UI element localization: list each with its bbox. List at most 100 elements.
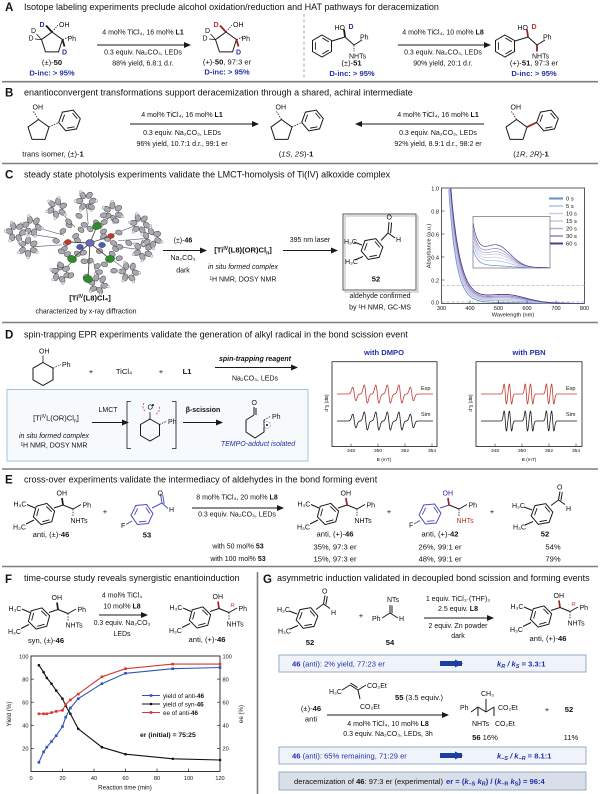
svg-text:CH₃: CH₃ bbox=[481, 691, 494, 698]
svg-text:Na₂CO₃: Na₂CO₃ bbox=[170, 255, 195, 262]
svg-text:(1R, 2R)-1: (1R, 2R)-1 bbox=[513, 150, 549, 159]
svg-text:anti, (+)-42: anti, (+)-42 bbox=[422, 530, 459, 539]
svg-text:D-inc: > 95%: D-inc: > 95% bbox=[329, 69, 375, 78]
svg-text:4 mol% TiCl₄, 16 mol% L1: 4 mol% TiCl₄, 16 mol% L1 bbox=[397, 112, 479, 119]
svg-text:48%, 99:1 er: 48%, 99:1 er bbox=[418, 555, 462, 564]
svg-text:by ¹H NMR, GC-MS: by ¹H NMR, GC-MS bbox=[349, 305, 411, 312]
svg-text:yield of anti-46: yield of anti-46 bbox=[163, 693, 204, 700]
svg-text:0.3 equiv. Na₂CO₃, LEDs, 3h: 0.3 equiv. Na₂CO₃, LEDs, 3h bbox=[343, 731, 433, 738]
svg-text:H: H bbox=[331, 610, 336, 617]
svg-text:0.3 equiv. Na₂CO₃, LEDs: 0.3 equiv. Na₂CO₃, LEDs bbox=[143, 130, 221, 137]
svg-text:600: 600 bbox=[522, 306, 531, 312]
svg-text:anti, (±)-46: anti, (±)-46 bbox=[33, 530, 70, 539]
svg-text:¹H NMR, DOSY NMR: ¹H NMR, DOSY NMR bbox=[210, 277, 277, 284]
svg-text:26%, 99:1 er: 26%, 99:1 er bbox=[418, 543, 462, 552]
svg-text:Absorbance (a.u.): Absorbance (a.u.) bbox=[427, 224, 433, 269]
svg-text:k–S / k–R = 8.1:1: k–S / k–R = 8.1:1 bbox=[497, 752, 552, 763]
svg-text:D: D bbox=[214, 22, 219, 29]
svg-text:H₃C: H₃C bbox=[345, 259, 358, 266]
svg-text:in situ formed complex: in situ formed complex bbox=[208, 264, 279, 271]
svg-text:syn, (±)-46: syn, (±)-46 bbox=[28, 636, 64, 645]
svg-text:H₃C: H₃C bbox=[277, 607, 290, 614]
svg-text:H₃C: H₃C bbox=[329, 689, 342, 696]
svg-text:OH: OH bbox=[276, 105, 287, 112]
svg-text:92% yield, 8.9:1 d.r., 98:2 er: 92% yield, 8.9:1 d.r., 98:2 er bbox=[394, 141, 482, 148]
svg-text:H₃C: H₃C bbox=[512, 503, 525, 510]
svg-text:56 16%: 56 16% bbox=[472, 733, 498, 742]
svg-text:R: R bbox=[231, 603, 235, 609]
svg-text:52: 52 bbox=[541, 530, 549, 539]
svg-text:OH: OH bbox=[341, 491, 352, 498]
svg-text:79%: 79% bbox=[545, 555, 560, 564]
svg-text:CO₂Et: CO₂Et bbox=[495, 721, 515, 728]
svg-text:TiCl₄: TiCl₄ bbox=[116, 367, 132, 376]
svg-text:0.8: 0.8 bbox=[431, 210, 439, 216]
svg-text:0.2: 0.2 bbox=[431, 279, 439, 285]
svg-text:55 (3.5 equiv.): 55 (3.5 equiv.) bbox=[395, 693, 443, 702]
svg-text:yield of syn-46: yield of syn-46 bbox=[163, 702, 204, 709]
svg-text:E: E bbox=[5, 475, 13, 487]
svg-text:15 s: 15 s bbox=[566, 219, 577, 225]
svg-text:350: 350 bbox=[374, 448, 382, 454]
svg-text:ee of anti-46: ee of anti-46 bbox=[163, 710, 199, 717]
svg-text:NHTs: NHTs bbox=[568, 621, 586, 628]
svg-text:spin-trapping EPR experiments: spin-trapping EPR experiments validate t… bbox=[24, 330, 408, 340]
svg-text:OH: OH bbox=[33, 105, 44, 112]
svg-text:1 equiv. TiCl₃·(THF)₃: 1 equiv. TiCl₃·(THF)₃ bbox=[426, 596, 490, 603]
svg-text:5 s: 5 s bbox=[566, 204, 574, 210]
svg-text:354: 354 bbox=[428, 448, 436, 454]
svg-text:+: + bbox=[490, 507, 495, 516]
svg-text:OH: OH bbox=[554, 593, 565, 600]
svg-text:D: D bbox=[5, 330, 13, 342]
svg-text:CO₂Et: CO₂Et bbox=[498, 705, 518, 712]
svg-text:spin-trapping reagent: spin-trapping reagent bbox=[219, 356, 292, 363]
svg-text:100: 100 bbox=[184, 776, 193, 782]
svg-text:0: 0 bbox=[29, 776, 32, 782]
svg-text:HO: HO bbox=[518, 25, 529, 32]
svg-text:enantioconvergent transformati: enantioconvergent transformations suppor… bbox=[24, 88, 413, 98]
svg-text:OH: OH bbox=[511, 105, 522, 112]
svg-text:D: D bbox=[203, 36, 208, 43]
svg-text:+: + bbox=[545, 705, 550, 714]
svg-text:F: F bbox=[409, 523, 413, 530]
svg-text:β-scission: β-scission bbox=[186, 407, 221, 414]
svg-text:Ph: Ph bbox=[239, 606, 248, 613]
svg-text:steady state photolysis experi: steady state photolysis experiments vali… bbox=[24, 170, 391, 180]
svg-text:anti, (+)-46: anti, (+)-46 bbox=[317, 530, 354, 539]
svg-text:D: D bbox=[236, 50, 241, 57]
svg-text:80: 80 bbox=[223, 677, 229, 683]
svg-text:88% yield, 6.8:1 d.r.: 88% yield, 6.8:1 d.r. bbox=[112, 61, 174, 68]
svg-text:D: D bbox=[532, 24, 537, 31]
svg-text:Yield (%): Yield (%) bbox=[6, 702, 13, 727]
svg-text:90% yield, 20:1 d.r.: 90% yield, 20:1 d.r. bbox=[413, 61, 473, 68]
svg-text:H₃C: H₃C bbox=[14, 502, 27, 509]
svg-text:+: + bbox=[387, 507, 392, 516]
svg-text:2 equiv. Zn powder: 2 equiv. Zn powder bbox=[428, 623, 488, 630]
svg-text:15%, 97:3 er: 15%, 97:3 er bbox=[313, 555, 357, 564]
svg-text:O: O bbox=[322, 589, 328, 596]
svg-text:Ph: Ph bbox=[242, 36, 251, 43]
svg-text:D: D bbox=[349, 24, 354, 31]
svg-text:54: 54 bbox=[386, 638, 395, 647]
svg-text:(±)-51: (±)-51 bbox=[341, 59, 362, 68]
svg-text:52: 52 bbox=[372, 275, 380, 284]
svg-text:D: D bbox=[205, 28, 210, 35]
svg-text:O: O bbox=[252, 400, 258, 407]
svg-text:0.3 equiv. Na₂CO₃, LEDs: 0.3 equiv. Na₂CO₃, LEDs bbox=[404, 50, 482, 57]
svg-text:H₃C: H₃C bbox=[278, 629, 291, 636]
svg-text:NHTs: NHTs bbox=[457, 518, 475, 525]
svg-text:cross-over experiments validat: cross-over experiments validate the inte… bbox=[24, 475, 378, 485]
svg-text:4 mol% TiCl₄, 16 mol% L1: 4 mol% TiCl₄, 16 mol% L1 bbox=[141, 112, 223, 119]
svg-text:F: F bbox=[5, 574, 12, 586]
svg-text:4 mol% TiCl₄, 10 mol% L8: 4 mol% TiCl₄, 10 mol% L8 bbox=[347, 721, 429, 728]
svg-text:Sim: Sim bbox=[421, 412, 431, 418]
svg-text:Exp: Exp bbox=[421, 386, 430, 392]
svg-text:0.4: 0.4 bbox=[431, 256, 439, 262]
svg-text:NHTs: NHTs bbox=[227, 622, 245, 629]
svg-text:H: H bbox=[396, 237, 401, 244]
svg-text:H: H bbox=[169, 507, 174, 514]
svg-text:OH: OH bbox=[59, 22, 70, 29]
svg-text:aldehyde confirmed: aldehyde confirmed bbox=[349, 293, 410, 300]
svg-text:TEMPO-adduct isolated: TEMPO-adduct isolated bbox=[221, 441, 296, 448]
svg-text:100: 100 bbox=[19, 655, 28, 661]
